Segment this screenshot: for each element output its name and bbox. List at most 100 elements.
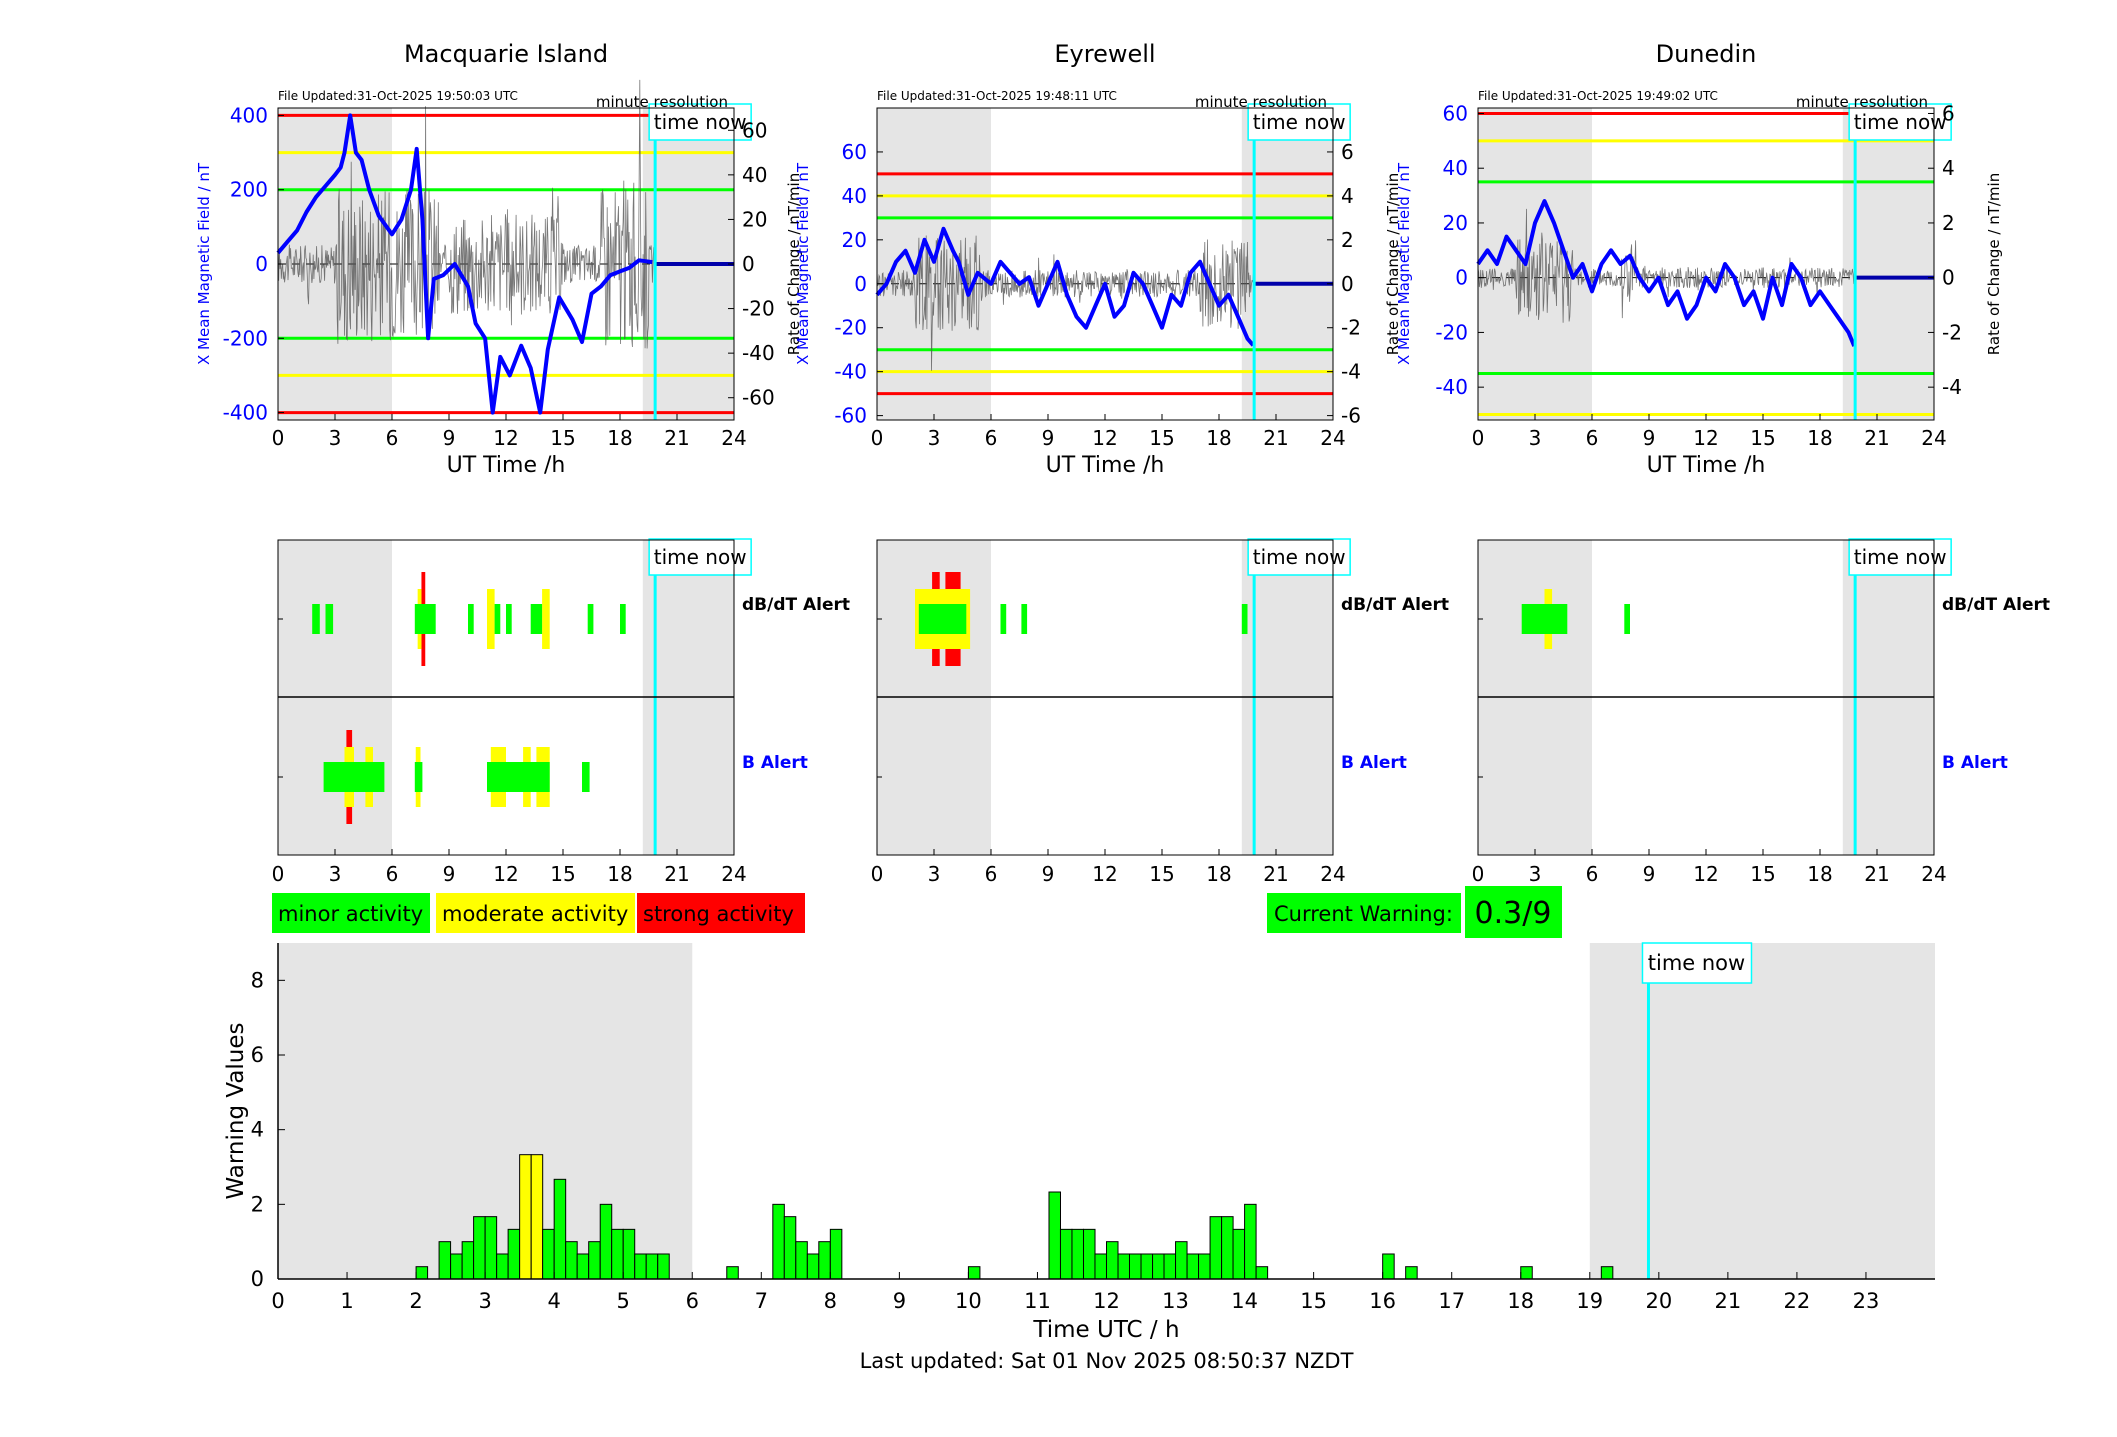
time-tick-label: 0 [1472, 862, 1485, 886]
x-tick-label: 14 [1231, 1289, 1258, 1313]
x-tick-label: 11 [1024, 1289, 1051, 1313]
warning-bar [829, 1228, 843, 1280]
dbdt-alert-label: dB/dT Alert [742, 595, 850, 615]
time-tick-label: 9 [443, 862, 456, 886]
dbdt-alert-bar [620, 604, 626, 634]
time-tick-label: 15 [1149, 862, 1174, 886]
time-tick-label: 12 [1693, 426, 1718, 450]
right-tick-label: -20 [742, 297, 775, 321]
warning-bar [1071, 1228, 1084, 1280]
time-now-label: time now [1253, 545, 1346, 569]
night-shade [1589, 943, 1935, 1279]
warning-bar [772, 1203, 785, 1280]
b-alert-bar [582, 762, 590, 792]
dbdt-alert-bar [1000, 604, 1007, 634]
warning-bar [473, 1216, 486, 1280]
time-tick-label: 3 [1529, 426, 1542, 450]
right-tick-label: 4 [1942, 156, 1955, 180]
time-tick-label: 6 [1586, 862, 1599, 886]
dbdt-alert-bar [918, 604, 967, 634]
time-tick-label: 18 [1807, 426, 1832, 450]
warning-bar [565, 1241, 578, 1280]
time-tick-label: 21 [664, 426, 689, 450]
warning-bar [415, 1266, 429, 1280]
station-panel-0: time now4002000-200-4006040200-20-40-600… [195, 40, 803, 478]
warning-bar [1198, 1253, 1211, 1280]
x-tick-label: 4 [547, 1289, 560, 1313]
left-tick-label: 0 [255, 252, 268, 276]
time-tick-label: 6 [1586, 426, 1599, 450]
time-tick-label: 6 [985, 426, 998, 450]
current-warning-label: Current Warning: [1274, 902, 1453, 926]
warning-bar [1059, 1228, 1073, 1280]
time-tick-label: 18 [607, 426, 632, 450]
warning-bar [967, 1266, 981, 1280]
time-tick-label: 9 [1643, 426, 1656, 450]
time-axis-label: UT Time /h [1647, 453, 1766, 478]
warning-bar [1152, 1253, 1165, 1280]
warning-bar [1255, 1266, 1269, 1280]
x-tick-label: 1 [340, 1289, 353, 1313]
warning-bar [1128, 1253, 1142, 1280]
left-tick-label: 0 [1455, 266, 1468, 290]
warning-bar [1520, 1266, 1533, 1280]
dbdt-alert-bar [468, 604, 474, 634]
right-tick-label: -4 [1942, 375, 1962, 399]
time-tick-label: 24 [1320, 862, 1345, 886]
right-tick-label: 2 [1942, 211, 1955, 235]
warning-bar [1048, 1191, 1061, 1280]
x-tick-label: 7 [755, 1289, 768, 1313]
warning-bar [818, 1241, 831, 1280]
warning-bar [576, 1253, 590, 1280]
warning-bar [1209, 1216, 1223, 1280]
left-tick-label: 40 [1443, 156, 1468, 180]
time-now-label: time now [1253, 110, 1346, 134]
x-tick-label: 9 [893, 1289, 906, 1313]
time-tick-label: 24 [1921, 426, 1946, 450]
warning-bar [1106, 1241, 1119, 1280]
warning-bar [507, 1228, 521, 1280]
warning-bar [530, 1154, 544, 1280]
time-tick-label: 0 [272, 426, 285, 450]
y-tick-label: 6 [251, 1043, 264, 1067]
dbdt-alert-bar [530, 604, 543, 634]
current-warning-value: 0.3/9 [1475, 896, 1552, 931]
b-alert-bar [323, 762, 385, 792]
time-tick-label: 12 [493, 862, 518, 886]
dbdt-alert-label: dB/dT Alert [1942, 595, 2050, 615]
left-tick-label: 400 [230, 103, 268, 127]
dbdt-alert-bar [487, 589, 495, 649]
time-tick-label: 18 [607, 862, 632, 886]
warning-bar [461, 1241, 475, 1280]
time-tick-label: 9 [443, 426, 456, 450]
warning-bar [599, 1203, 613, 1280]
time-tick-label: 12 [1693, 862, 1718, 886]
warning-bar [484, 1216, 498, 1280]
time-now-box [1641, 942, 1753, 984]
time-tick-label: 9 [1042, 426, 1055, 450]
time-tick-label: 0 [272, 862, 285, 886]
time-tick-label: 15 [550, 862, 575, 886]
time-tick-label: 24 [1921, 862, 1946, 886]
left-tick-label: 0 [854, 272, 867, 296]
time-axis-label: UT Time /h [447, 453, 566, 478]
warning-bar [588, 1241, 601, 1280]
time-tick-label: 18 [1206, 862, 1231, 886]
left-axis-label: X Mean Magnetic Field / nT [794, 162, 812, 365]
warning-bar [657, 1253, 670, 1280]
warning-bar [1600, 1266, 1614, 1280]
left-tick-label: -40 [1435, 375, 1468, 399]
warning-bar [645, 1253, 659, 1280]
file-updated: File Updated:31-Oct-2025 19:50:03 UTC [278, 89, 518, 103]
warning-bar [1232, 1228, 1246, 1280]
time-tick-label: 3 [928, 862, 941, 886]
b-alert-bar [487, 762, 550, 792]
x-tick-label: 10 [955, 1289, 982, 1313]
x-tick-label: 13 [1162, 1289, 1189, 1313]
time-tick-label: 9 [1643, 862, 1656, 886]
time-tick-label: 24 [721, 862, 746, 886]
x-tick-label: 8 [824, 1289, 837, 1313]
time-now-label: time now [1648, 951, 1745, 975]
resolution-label: minute resolution [1796, 93, 1928, 111]
warning-bar [519, 1154, 532, 1280]
